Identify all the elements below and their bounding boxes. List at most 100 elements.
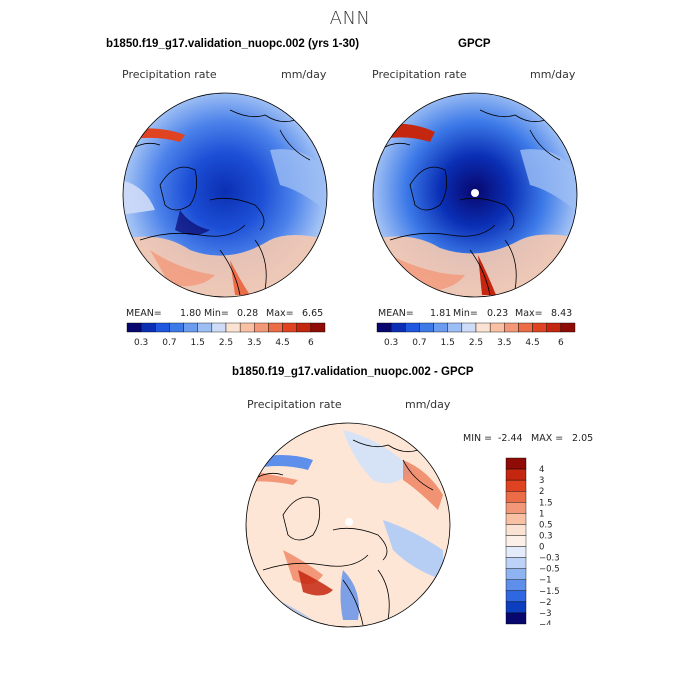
diff-colorbar-tick-label: −1.5 <box>539 587 560 597</box>
obs-colorbar-swatch <box>390 322 406 333</box>
model-colorbar-swatch <box>183 322 198 333</box>
model-colorbar-swatch <box>310 322 326 333</box>
diff-colorbar-swatch <box>505 601 527 614</box>
diff-colorbar-tick-label: −4 <box>539 620 552 625</box>
model-colorbar-swatch <box>239 322 255 333</box>
diff-colorbar-swatch <box>505 579 527 591</box>
obs-colorbar-swatch <box>461 322 477 333</box>
diff-variable-label: Precipitation rate <box>247 398 342 411</box>
model-colorbar-swatch <box>169 322 184 333</box>
model-colorbar-tick-label: 4.5 <box>275 338 289 348</box>
obs-polar-map <box>372 92 578 298</box>
model-panel-title: b1850.f19_g17.validation_nuopc.002 (yrs … <box>106 38 360 50</box>
diff-panel-title: b1850.f19_g17.validation_nuopc.002 - GPC… <box>232 366 474 378</box>
obs-mean-value: 1.81 <box>430 308 452 319</box>
obs-mean-label: MEAN= <box>378 308 414 319</box>
model-mean-label: MEAN= <box>126 308 162 319</box>
diff-polar-map <box>245 422 451 628</box>
model-colorbar-tick-label: 1.5 <box>191 338 205 348</box>
obs-min-value: 0.23 <box>487 308 509 319</box>
obs-colorbar-swatch <box>532 322 547 333</box>
model-colorbar-swatch <box>197 322 213 333</box>
obs-colorbar-swatch <box>504 322 519 333</box>
obs-colorbar-tick-label: 4.5 <box>525 338 539 348</box>
diff-min-value: -2.44 <box>498 433 523 444</box>
diff-colorbar-tick-label: 1 <box>539 509 544 519</box>
model-colorbar-tick-label: 0.7 <box>162 338 176 348</box>
obs-colorbar-swatch <box>405 322 420 333</box>
model-max-value: 6.65 <box>302 308 324 319</box>
diff-colorbar-swatch <box>505 612 527 625</box>
diff-colorbar-swatch <box>505 513 527 525</box>
diff-colorbar-tick-label: −1 <box>539 576 552 586</box>
diff-colorbar-swatch <box>505 535 527 547</box>
diff-min-label: MIN = <box>463 433 493 444</box>
diff-colorbar-swatch <box>505 568 527 580</box>
obs-variable-label: Precipitation rate <box>372 68 467 81</box>
obs-colorbar-swatch <box>518 322 533 333</box>
obs-max-label: Max= <box>515 308 543 319</box>
model-variable-label: Precipitation rate <box>122 68 217 81</box>
obs-units-label: mm/day <box>530 68 576 81</box>
model-colorbar-tick-label: 0.3 <box>134 338 148 348</box>
model-colorbar-tick-label: 3.5 <box>247 338 261 348</box>
diff-colorbar-tick-label: 2 <box>539 487 544 497</box>
obs-panel-title: GPCP <box>458 38 491 50</box>
diff-colorbar-tick-label: −0.5 <box>539 565 560 575</box>
diff-colorbar-swatch <box>505 524 527 536</box>
model-units-label: mm/day <box>281 68 327 81</box>
model-colorbar-swatch <box>126 322 142 333</box>
obs-min-label: Min= <box>453 308 478 319</box>
obs-colorbar-swatch <box>376 322 392 333</box>
diff-colorbar-tick-label: −2 <box>539 598 552 608</box>
obs-colorbar: 0.30.71.52.53.54.568 <box>376 322 576 348</box>
model-colorbar-swatch <box>155 322 170 333</box>
obs-colorbar-tick-label: 0.7 <box>412 338 426 348</box>
obs-colorbar-swatch <box>419 322 434 333</box>
diff-colorbar-swatch <box>505 491 527 503</box>
model-mean-value: 1.80 <box>180 308 202 319</box>
model-colorbar-swatch <box>254 322 269 333</box>
obs-colorbar-swatch <box>433 322 448 333</box>
model-min-value: 0.28 <box>237 308 259 319</box>
obs-colorbar-swatch <box>560 322 576 333</box>
diff-colorbar-swatch <box>505 468 527 481</box>
model-colorbar-swatch <box>282 322 297 333</box>
obs-colorbar-tick-label: 2.5 <box>469 338 483 348</box>
diff-colorbar-swatch <box>505 457 527 470</box>
obs-colorbar-tick-label: 1.5 <box>441 338 455 348</box>
diff-colorbar-swatch <box>505 546 527 558</box>
diff-max-label: MAX = <box>531 433 564 444</box>
model-colorbar-swatch <box>296 322 312 333</box>
diff-colorbar-tick-label: 3 <box>539 476 544 486</box>
model-colorbar-tick-label: 6 <box>308 338 314 348</box>
model-colorbar-tick-label: 2.5 <box>219 338 233 348</box>
diff-colorbar-tick-label: 0 <box>539 543 544 553</box>
model-colorbar-swatch <box>268 322 283 333</box>
model-colorbar: 0.30.71.52.53.54.568 <box>126 322 326 348</box>
model-colorbar-swatch <box>225 322 241 333</box>
diff-max-value: 2.05 <box>572 433 594 444</box>
model-min-label: Min= <box>204 308 229 319</box>
obs-max-value: 8.43 <box>551 308 573 319</box>
obs-colorbar-swatch <box>489 322 505 333</box>
obs-colorbar-swatch <box>447 322 463 333</box>
model-polar-map <box>122 92 328 298</box>
diff-colorbar-swatch <box>505 557 527 569</box>
obs-colorbar-tick-label: 0.3 <box>384 338 398 348</box>
obs-colorbar-tick-label: 3.5 <box>497 338 511 348</box>
model-colorbar-swatch <box>140 322 156 333</box>
diff-colorbar-tick-label: 0.5 <box>539 520 553 530</box>
diff-colorbar-tick-label: −0.3 <box>539 554 560 564</box>
diff-units-label: mm/day <box>405 398 451 411</box>
diff-colorbar-swatch <box>505 502 527 514</box>
obs-colorbar-swatch <box>475 322 491 333</box>
figure-title: ANN <box>329 8 371 29</box>
diff-colorbar-swatch <box>505 479 527 492</box>
diff-colorbar-tick-label: 0.3 <box>539 531 553 541</box>
model-max-label: Max= <box>266 308 294 319</box>
obs-colorbar-swatch <box>546 322 562 333</box>
diff-colorbar-tick-label: 1.5 <box>539 498 553 508</box>
